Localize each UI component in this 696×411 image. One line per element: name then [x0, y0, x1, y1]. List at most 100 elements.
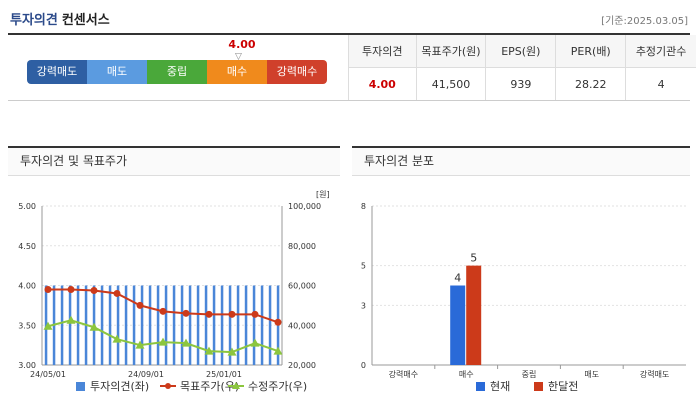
summary-eps: 939 — [485, 67, 556, 100]
y-right-unit: [원] — [316, 190, 330, 199]
x-tick-label: 강력매수 — [389, 369, 418, 379]
x-tick-label: 24/09/01 — [128, 370, 164, 379]
scale-neutral: 중립 — [147, 60, 207, 84]
opinion-bar — [268, 285, 272, 365]
scale-buy: 매수 — [207, 60, 267, 84]
opinion-bar — [148, 285, 152, 365]
x-tick-label: 25/01/01 — [206, 370, 242, 379]
legend-swatch — [534, 382, 543, 391]
page-title: 투자의견 컨센서스 — [10, 13, 110, 28]
y-right-tick-label: 80,000 — [288, 242, 316, 251]
page-subtitle: 컨센서스 — [61, 13, 110, 28]
target-price-point — [251, 310, 259, 318]
opinion-bar — [124, 285, 128, 365]
left-panel-title: 투자의견 및 목표주가 — [8, 146, 340, 176]
adj-price-point — [227, 347, 237, 356]
summary-per: 28.22 — [555, 67, 626, 100]
opinion-bar — [212, 285, 216, 365]
legend-label-opinion: 투자의견(좌) — [90, 380, 149, 393]
adj-price-point — [135, 340, 145, 349]
target-price-point — [67, 285, 75, 293]
opinion-bar — [132, 285, 136, 365]
adj-price-point — [66, 315, 76, 324]
summary-analyst-count: 4 — [625, 67, 696, 100]
target-price-point — [182, 309, 190, 317]
opinion-bar — [220, 285, 224, 365]
dist-bar-current — [450, 285, 466, 365]
y-left-tick-label: 4.50 — [18, 242, 36, 251]
legend-label: 현재 — [490, 380, 510, 393]
bar-data-label: 4 — [454, 272, 461, 285]
target-price-point — [90, 286, 98, 294]
opinion-bar — [244, 285, 248, 365]
right-panel-title: 투자의견 분포 — [352, 146, 690, 176]
summary-header: 투자의견 — [348, 35, 417, 68]
opinion-bar — [60, 285, 64, 365]
y-right-tick-label: 20,000 — [288, 361, 316, 370]
y-right-tick-label: 100,000 — [288, 202, 321, 211]
x-tick-label: 강력매도 — [640, 369, 669, 379]
scale-strong-sell: 강력매도 — [27, 60, 87, 84]
left-panel: 투자의견 및 목표주가 — [8, 146, 340, 176]
legend-swatch-opinion — [76, 382, 85, 391]
target-price-point — [274, 318, 282, 326]
opinion-bar — [180, 285, 184, 365]
indicator-marker-icon: ▽ — [235, 52, 242, 62]
opinion-bar — [260, 285, 264, 365]
y-left-tick-label: 3.00 — [18, 361, 36, 370]
y-right-tick-label: 40,000 — [288, 321, 316, 330]
summary-header: PER(배) — [555, 35, 626, 68]
adj-price-point — [181, 338, 191, 347]
y-tick-label: 5 — [361, 262, 366, 271]
opinion-bar — [100, 285, 104, 365]
target-price-point — [205, 310, 213, 318]
scale-strong-buy: 강력매수 — [267, 60, 327, 84]
summary-header: 추정기관수 — [625, 35, 696, 68]
summary-header: 목표주가(원) — [415, 35, 486, 68]
y-tick-label: 3 — [361, 301, 366, 310]
opinion-bar — [252, 285, 256, 365]
legend-swatch-target — [165, 383, 171, 389]
x-tick-label: 매도 — [584, 370, 599, 379]
opinion-bar — [68, 285, 72, 365]
adj-price-point — [112, 334, 122, 343]
opinion-bar — [204, 285, 208, 365]
adj-price-point — [250, 338, 260, 347]
bar-data-label: 5 — [470, 252, 477, 265]
y-left-tick-label: 4.00 — [18, 282, 36, 291]
x-tick-label: 24/05/01 — [30, 370, 66, 379]
opinion-bar — [196, 285, 200, 365]
divider — [8, 33, 690, 35]
legend-label-target: 목표주가(우) — [180, 380, 239, 393]
legend-label-adj: 수정주가(우) — [248, 380, 307, 393]
target-price-point — [136, 301, 144, 309]
target-price-point — [44, 285, 52, 293]
opinion-indicator-value: 4.00 — [228, 38, 256, 51]
opinion-bar — [236, 285, 240, 365]
y-right-tick-label: 60,000 — [288, 282, 316, 291]
opinion-bar — [108, 285, 112, 365]
adj-price-point — [204, 346, 214, 355]
opinion-bar — [116, 285, 120, 365]
adj-price-point — [158, 337, 168, 346]
adj-price-point — [43, 321, 53, 330]
opinion-bar — [228, 285, 232, 365]
x-tick-label: 중립 — [522, 370, 537, 379]
legend-swatch — [476, 382, 485, 391]
opinion-bar — [188, 285, 192, 365]
summary-target-price: 41,500 — [415, 67, 486, 100]
legend-label: 한달전 — [548, 380, 578, 393]
x-tick-label: 매수 — [459, 370, 474, 379]
y-tick-label: 8 — [361, 202, 366, 211]
adj-price-point — [89, 322, 99, 331]
legend-swatch-adj — [232, 382, 240, 389]
summary-header: EPS(원) — [485, 35, 556, 68]
opinion-bar — [156, 285, 160, 365]
opinion-bar — [164, 285, 168, 365]
scale-sell: 매도 — [87, 60, 147, 84]
target-price-point — [228, 310, 236, 318]
consensus-summary-table: 투자의견 목표주가(원) EPS(원) PER(배) 추정기관수 4.00 41… — [348, 35, 696, 100]
y-left-tick-label: 5.00 — [18, 202, 36, 211]
summary-opinion: 4.00 — [348, 67, 417, 100]
